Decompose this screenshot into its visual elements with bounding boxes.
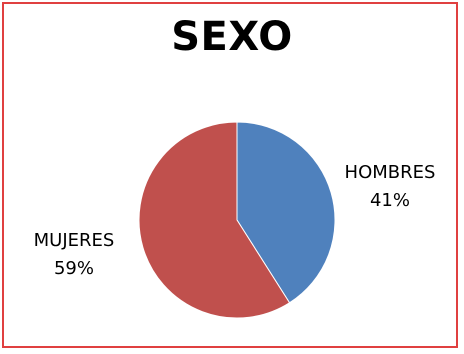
pie-slice-mujeres — [138, 121, 291, 319]
pie-slice-hombres — [236, 121, 336, 304]
slice-label-hombres-value: 41% — [369, 190, 410, 211]
chart-title: SEXO — [171, 14, 293, 60]
slice-label-mujeres-name: MUJERES — [33, 230, 115, 251]
slice-label-mujeres-value: 59% — [53, 258, 94, 279]
slice-label-hombres-name: HOMBRES — [344, 162, 436, 183]
slice-label-mujeres: MUJERES 59% — [24, 227, 124, 283]
slice-label-hombres: HOMBRES 41% — [330, 159, 450, 215]
